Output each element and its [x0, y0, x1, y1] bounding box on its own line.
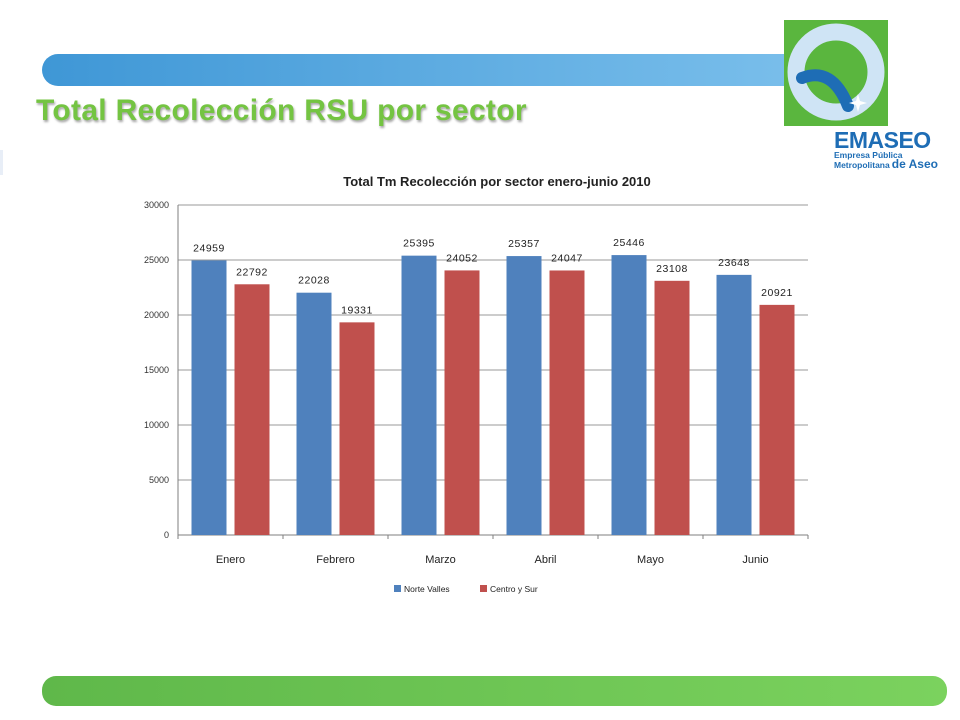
bar-chart: Total Tm Recolección por sector enero-ju…	[130, 160, 830, 610]
logo-swoosh	[796, 69, 854, 112]
y-tick-label: 20000	[144, 310, 169, 320]
bar-norte-valles	[191, 260, 227, 535]
x-tick-label: Junio	[742, 554, 768, 566]
y-tick-label: 25000	[144, 255, 169, 265]
sparkle-icon	[849, 94, 867, 112]
emaseo-logo: EMASEO Empresa Pública Metropolitana de A…	[784, 20, 938, 170]
y-tick-label: 5000	[149, 475, 169, 485]
logo-name: EMASEO	[834, 127, 931, 153]
data-label: 25395	[403, 238, 435, 250]
data-label: 22028	[298, 275, 330, 287]
logo-tagline-line1: Empresa Pública	[834, 150, 903, 160]
legend-label: Centro y Sur	[490, 584, 538, 594]
data-label: 25446	[613, 237, 645, 249]
y-tick-label: 0	[164, 530, 169, 540]
bar-centro-y-sur	[759, 304, 795, 535]
bar-centro-y-sur	[549, 270, 585, 535]
bar-centro-y-sur	[654, 280, 690, 535]
bar-norte-valles	[296, 292, 332, 535]
y-tick-label: 15000	[144, 365, 169, 375]
data-label: 24052	[446, 252, 478, 264]
x-tick-label: Abril	[534, 554, 556, 566]
slide-title: Total Recolección RSU por sector	[36, 94, 527, 127]
top-decorative-band	[42, 54, 832, 86]
x-tick-label: Mayo	[637, 554, 664, 566]
logo-tagline-line2: Metropolitana de Aseo	[834, 157, 938, 170]
data-label: 23108	[656, 263, 688, 275]
data-label: 20921	[761, 287, 793, 299]
chart-title: Total Tm Recolección por sector enero-ju…	[343, 174, 651, 189]
data-label: 25357	[508, 238, 540, 250]
logo-tagline-metropolitana: Metropolitana	[834, 160, 890, 170]
data-label: 24959	[193, 242, 225, 254]
logo-ring	[787, 23, 885, 121]
data-label: 23648	[718, 257, 750, 269]
data-label: 24047	[551, 252, 583, 264]
bar-centro-y-sur	[444, 270, 480, 535]
legend-swatch	[394, 585, 401, 592]
bottom-decorative-band	[42, 676, 947, 706]
y-tick-label: 10000	[144, 420, 169, 430]
x-tick-label: Enero	[216, 554, 245, 566]
bar-norte-valles	[611, 255, 647, 535]
data-label: 19331	[341, 304, 373, 316]
bar-centro-y-sur	[339, 322, 375, 535]
bar-norte-valles	[506, 256, 542, 535]
x-tick-label: Marzo	[425, 554, 456, 566]
bar-centro-y-sur	[234, 284, 270, 535]
logo-tagline-de-aseo: de Aseo	[892, 157, 938, 170]
y-tick-label: 30000	[144, 200, 169, 210]
bar-norte-valles	[716, 274, 752, 535]
legend-swatch	[480, 585, 487, 592]
data-label: 22792	[236, 266, 268, 278]
legend-label: Norte Valles	[404, 584, 450, 594]
left-edge-marker	[0, 150, 3, 175]
bar-norte-valles	[401, 255, 437, 535]
x-tick-label: Febrero	[316, 554, 355, 566]
